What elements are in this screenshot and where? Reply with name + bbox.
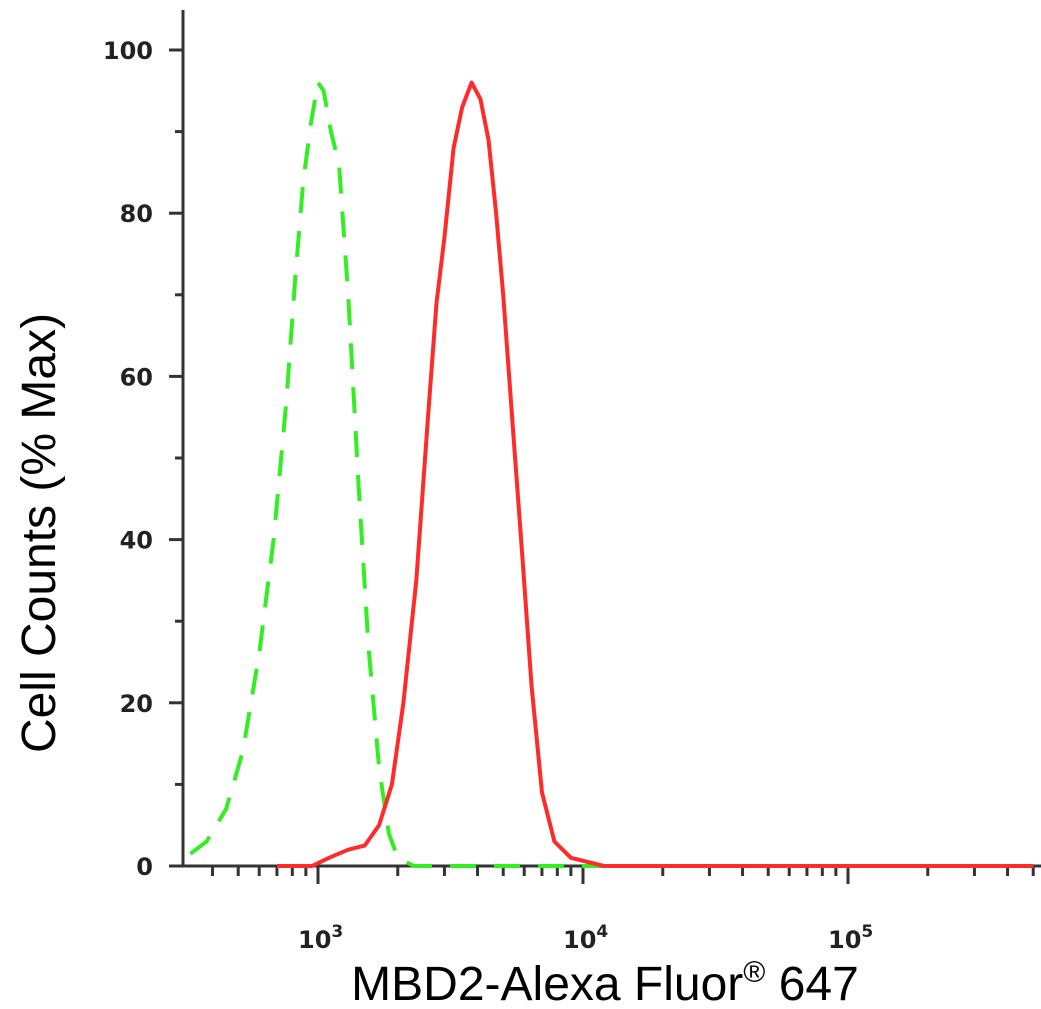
- series-line-solid: [277, 80, 1034, 868]
- axes: 0 20 40 60 80 100 103 104 105: [103, 10, 1041, 954]
- x-axis-title-superscript: ®: [743, 956, 765, 989]
- y-tick-label: 0: [136, 853, 153, 881]
- y-tick-label: 20: [120, 690, 153, 718]
- y-tick-label: 100: [103, 37, 153, 65]
- x-axis-title: MBD2-Alexa Fluor® 647: [351, 956, 859, 1009]
- series-layer: [189, 80, 1034, 868]
- x-ticks: 103 104 105: [211, 866, 1035, 954]
- x-tick-label: 105: [828, 922, 873, 954]
- series-line-dashed: [189, 80, 1034, 868]
- x-axis-title-suffix: 647: [765, 958, 858, 1009]
- x-tick-label: 104: [563, 922, 608, 954]
- y-tick-label: 80: [120, 200, 153, 228]
- y-ticks: 0 20 40 60 80 100: [103, 37, 183, 881]
- x-tick-label: 103: [298, 922, 343, 954]
- y-tick-label: 40: [120, 527, 153, 555]
- y-tick-label: 60: [120, 363, 153, 391]
- y-axis-title: Cell Counts (% Max): [13, 313, 66, 753]
- x-axis-title-main: MBD2-Alexa Fluor: [351, 958, 743, 1009]
